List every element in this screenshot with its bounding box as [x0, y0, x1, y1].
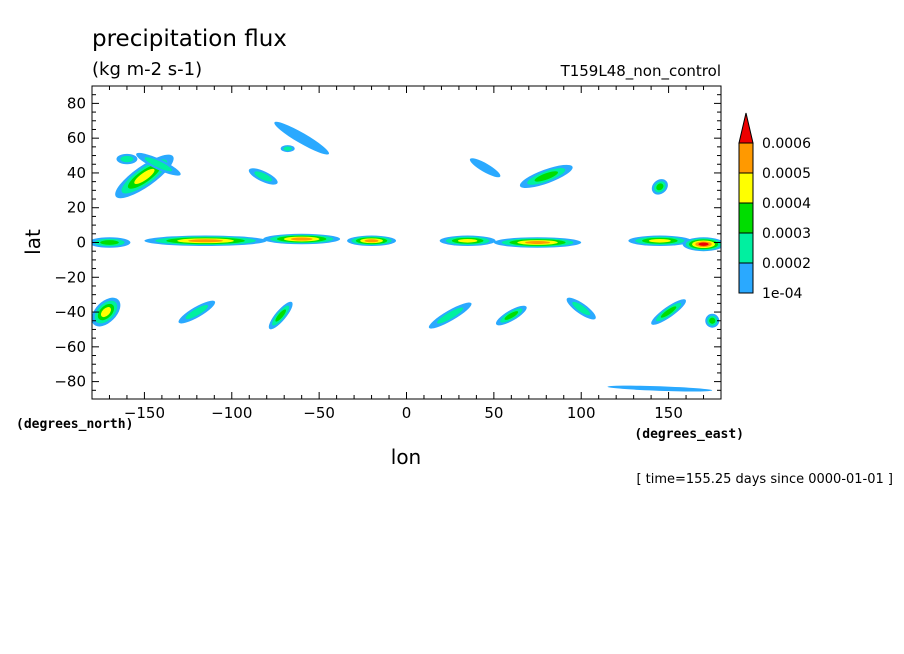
colorbar-label: 0.0003: [762, 226, 811, 242]
colorbar-label: 0.0002: [762, 256, 811, 272]
y-tick-label: 40: [67, 164, 86, 182]
contour-level-2: [437, 307, 464, 324]
x-tick-label: −50: [303, 404, 335, 422]
y-tick-label: 60: [67, 129, 86, 147]
precip-feature-north-pacific-storm-b: [116, 153, 138, 165]
precip-feature-itcz-east-pacific: [263, 233, 341, 245]
contour-level-2: [144, 157, 173, 172]
colorbar-swatch-5: [738, 142, 754, 174]
y-tick-label: 0: [76, 234, 86, 252]
y-unit-note: (degrees_north): [16, 417, 133, 432]
colorbar-swatch-1: [738, 262, 754, 294]
colorbar-label: 0.0004: [762, 196, 811, 212]
y-tick-label: −80: [54, 373, 86, 391]
precip-feature-itcz-far-east-pacific: [92, 237, 131, 248]
precip-feature-itcz-west-pacific: [682, 237, 721, 252]
precip-feature-south-west-pacific-edge: [705, 313, 720, 328]
precip-feature-itcz-maritime: [628, 235, 692, 246]
contour-level-5: [188, 239, 224, 243]
contour-level-2: [283, 146, 292, 151]
contour-level-4: [100, 307, 111, 318]
colorbar-label: 1e-04: [762, 286, 802, 302]
precip-feature-south-indian-band-b: [566, 297, 596, 320]
precip-feature-north-atlantic-spot: [280, 145, 295, 153]
colorbar-swatch-4: [738, 172, 754, 204]
chart-title: precipitation flux: [92, 26, 287, 52]
contour-level-1: [469, 158, 501, 178]
precip-feature-south-west-pacific-band: [651, 299, 687, 325]
x-tick-label: 100: [567, 404, 596, 422]
precip-feature-east-pacific-band: [248, 168, 278, 185]
y-axis-label: lat: [21, 229, 45, 255]
x-axis-label: lon: [391, 445, 421, 469]
contour-level-4: [648, 238, 671, 243]
y-tick-label: −20: [54, 268, 86, 286]
contour-level-2: [120, 155, 134, 163]
precip-feature-south-indian-band-a: [495, 305, 527, 326]
precip-feature-itcz-indian-ocean: [493, 237, 582, 248]
precip-feature-europe-band: [469, 158, 501, 178]
contour-level-6: [698, 242, 709, 246]
contour-level-1: [274, 121, 330, 155]
contour-level-2: [254, 171, 273, 182]
contour-level-3: [534, 171, 559, 182]
contour-level-3: [709, 317, 716, 324]
precip-feature-itcz-atlantic: [347, 235, 397, 246]
precip-feature-south-atlantic-band: [428, 302, 472, 329]
precip-feature-canada-arc: [274, 121, 330, 155]
colorbar-swatch-2: [738, 232, 754, 264]
chart-units: (kg m-2 s-1): [92, 59, 202, 80]
contour-level-3: [275, 309, 286, 322]
y-tick-label: 20: [67, 199, 86, 217]
precipitation-field: [92, 121, 721, 392]
precip-feature-west-pacific-spot: [651, 179, 668, 195]
precip-feature-south-pacific-storm: [92, 297, 121, 327]
contour-level-2: [185, 305, 209, 320]
contour-level-5: [290, 237, 313, 241]
x-tick-label: 50: [484, 404, 503, 422]
x-tick-label: −150: [124, 404, 165, 422]
precip-feature-itcz-central-pacific: [144, 235, 267, 246]
contour-level-3: [660, 306, 677, 318]
precip-feature-antarctic-coast: [607, 385, 713, 392]
precip-feature-south-pacific-band-b: [268, 301, 293, 330]
x-tick-label: 150: [654, 404, 683, 422]
x-tick-label: 0: [402, 404, 412, 422]
contour-level-2: [572, 301, 591, 316]
contour-level-3: [504, 311, 519, 320]
y-tick-label: −40: [54, 303, 86, 321]
y-axis-ticks: 80 60 40 20 0 −20 −40 −60 −80: [54, 85, 721, 400]
x-unit-note: (degrees_east): [634, 427, 744, 442]
contour-level-5: [525, 241, 551, 244]
precip-feature-itcz-africa: [439, 235, 496, 246]
x-axis-ticks: −150 −100 −50 0 50 100 150: [91, 86, 722, 422]
run-label: T159L48_non_control: [560, 62, 721, 81]
contour-level-1: [607, 385, 713, 392]
precip-feature-south-pacific-band-a: [178, 300, 216, 324]
colorbar: 0.0006 0.0005 0.0004 0.0003 0.0002 1e-04: [738, 112, 811, 302]
contour-level-3: [656, 183, 664, 191]
colorbar-extend-arrow: [738, 112, 754, 144]
time-note: [ time=155.25 days since 0000-01-01 ]: [636, 472, 893, 487]
colorbar-label: 0.0006: [762, 136, 811, 152]
precip-feature-asia-hook: [519, 164, 573, 189]
contour-level-5: [364, 239, 379, 243]
contour-level-4: [457, 238, 478, 243]
colorbar-swatch-3: [738, 202, 754, 234]
precip-feature-north-pacific-storm-a: [136, 152, 181, 176]
contour-level-4: [134, 168, 155, 185]
colorbar-label: 0.0005: [762, 166, 811, 182]
y-tick-label: 80: [67, 94, 86, 112]
x-tick-label: −100: [211, 404, 252, 422]
contour-level-3: [100, 240, 119, 245]
y-tick-label: −60: [54, 338, 86, 356]
